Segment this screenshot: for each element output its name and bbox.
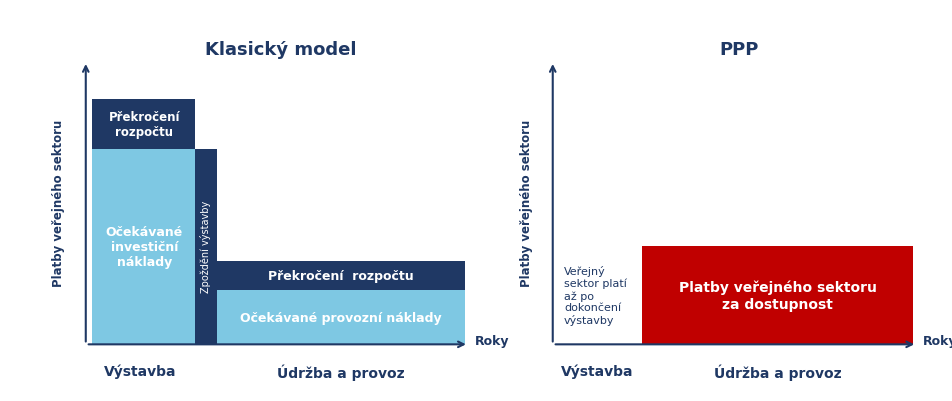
Text: Roky: Roky — [474, 334, 508, 347]
Text: PPP: PPP — [718, 41, 758, 59]
Text: Platby veřejného sektoru: Platby veřejného sektoru — [51, 119, 65, 286]
Bar — [91, 150, 195, 344]
Text: Očekávané
investiční
náklady: Očekávané investiční náklady — [106, 225, 183, 268]
Text: Klasický model: Klasický model — [206, 41, 356, 59]
Bar — [195, 150, 216, 344]
Text: Překročení  rozpočtu: Překročení rozpočtu — [268, 269, 413, 282]
Bar — [91, 100, 195, 150]
Bar — [216, 261, 465, 290]
Text: Překročení
rozpočtu: Překročení rozpočtu — [109, 111, 180, 139]
Text: Výstavba: Výstavba — [104, 363, 176, 378]
Text: Očekávané provozní náklady: Očekávané provozní náklady — [240, 311, 441, 324]
Text: Údržba a provoz: Údržba a provoz — [277, 363, 404, 380]
Text: Zpoždění výstavby: Zpoždění výstavby — [200, 200, 211, 292]
Text: Výstavba: Výstavba — [561, 363, 633, 378]
Text: Údržba a provoz: Údržba a provoz — [713, 363, 841, 380]
Text: Roky: Roky — [922, 334, 952, 347]
Text: Platby veřejného sektoru: Platby veřejného sektoru — [520, 119, 533, 286]
Text: Veřejný
sektor platí
až po
dokončení
výstavby: Veřejný sektor platí až po dokončení výs… — [564, 265, 626, 325]
Bar — [216, 290, 465, 344]
Text: Platby veřejného sektoru
za dostupnost: Platby veřejného sektoru za dostupnost — [678, 280, 876, 311]
Bar — [642, 246, 912, 344]
